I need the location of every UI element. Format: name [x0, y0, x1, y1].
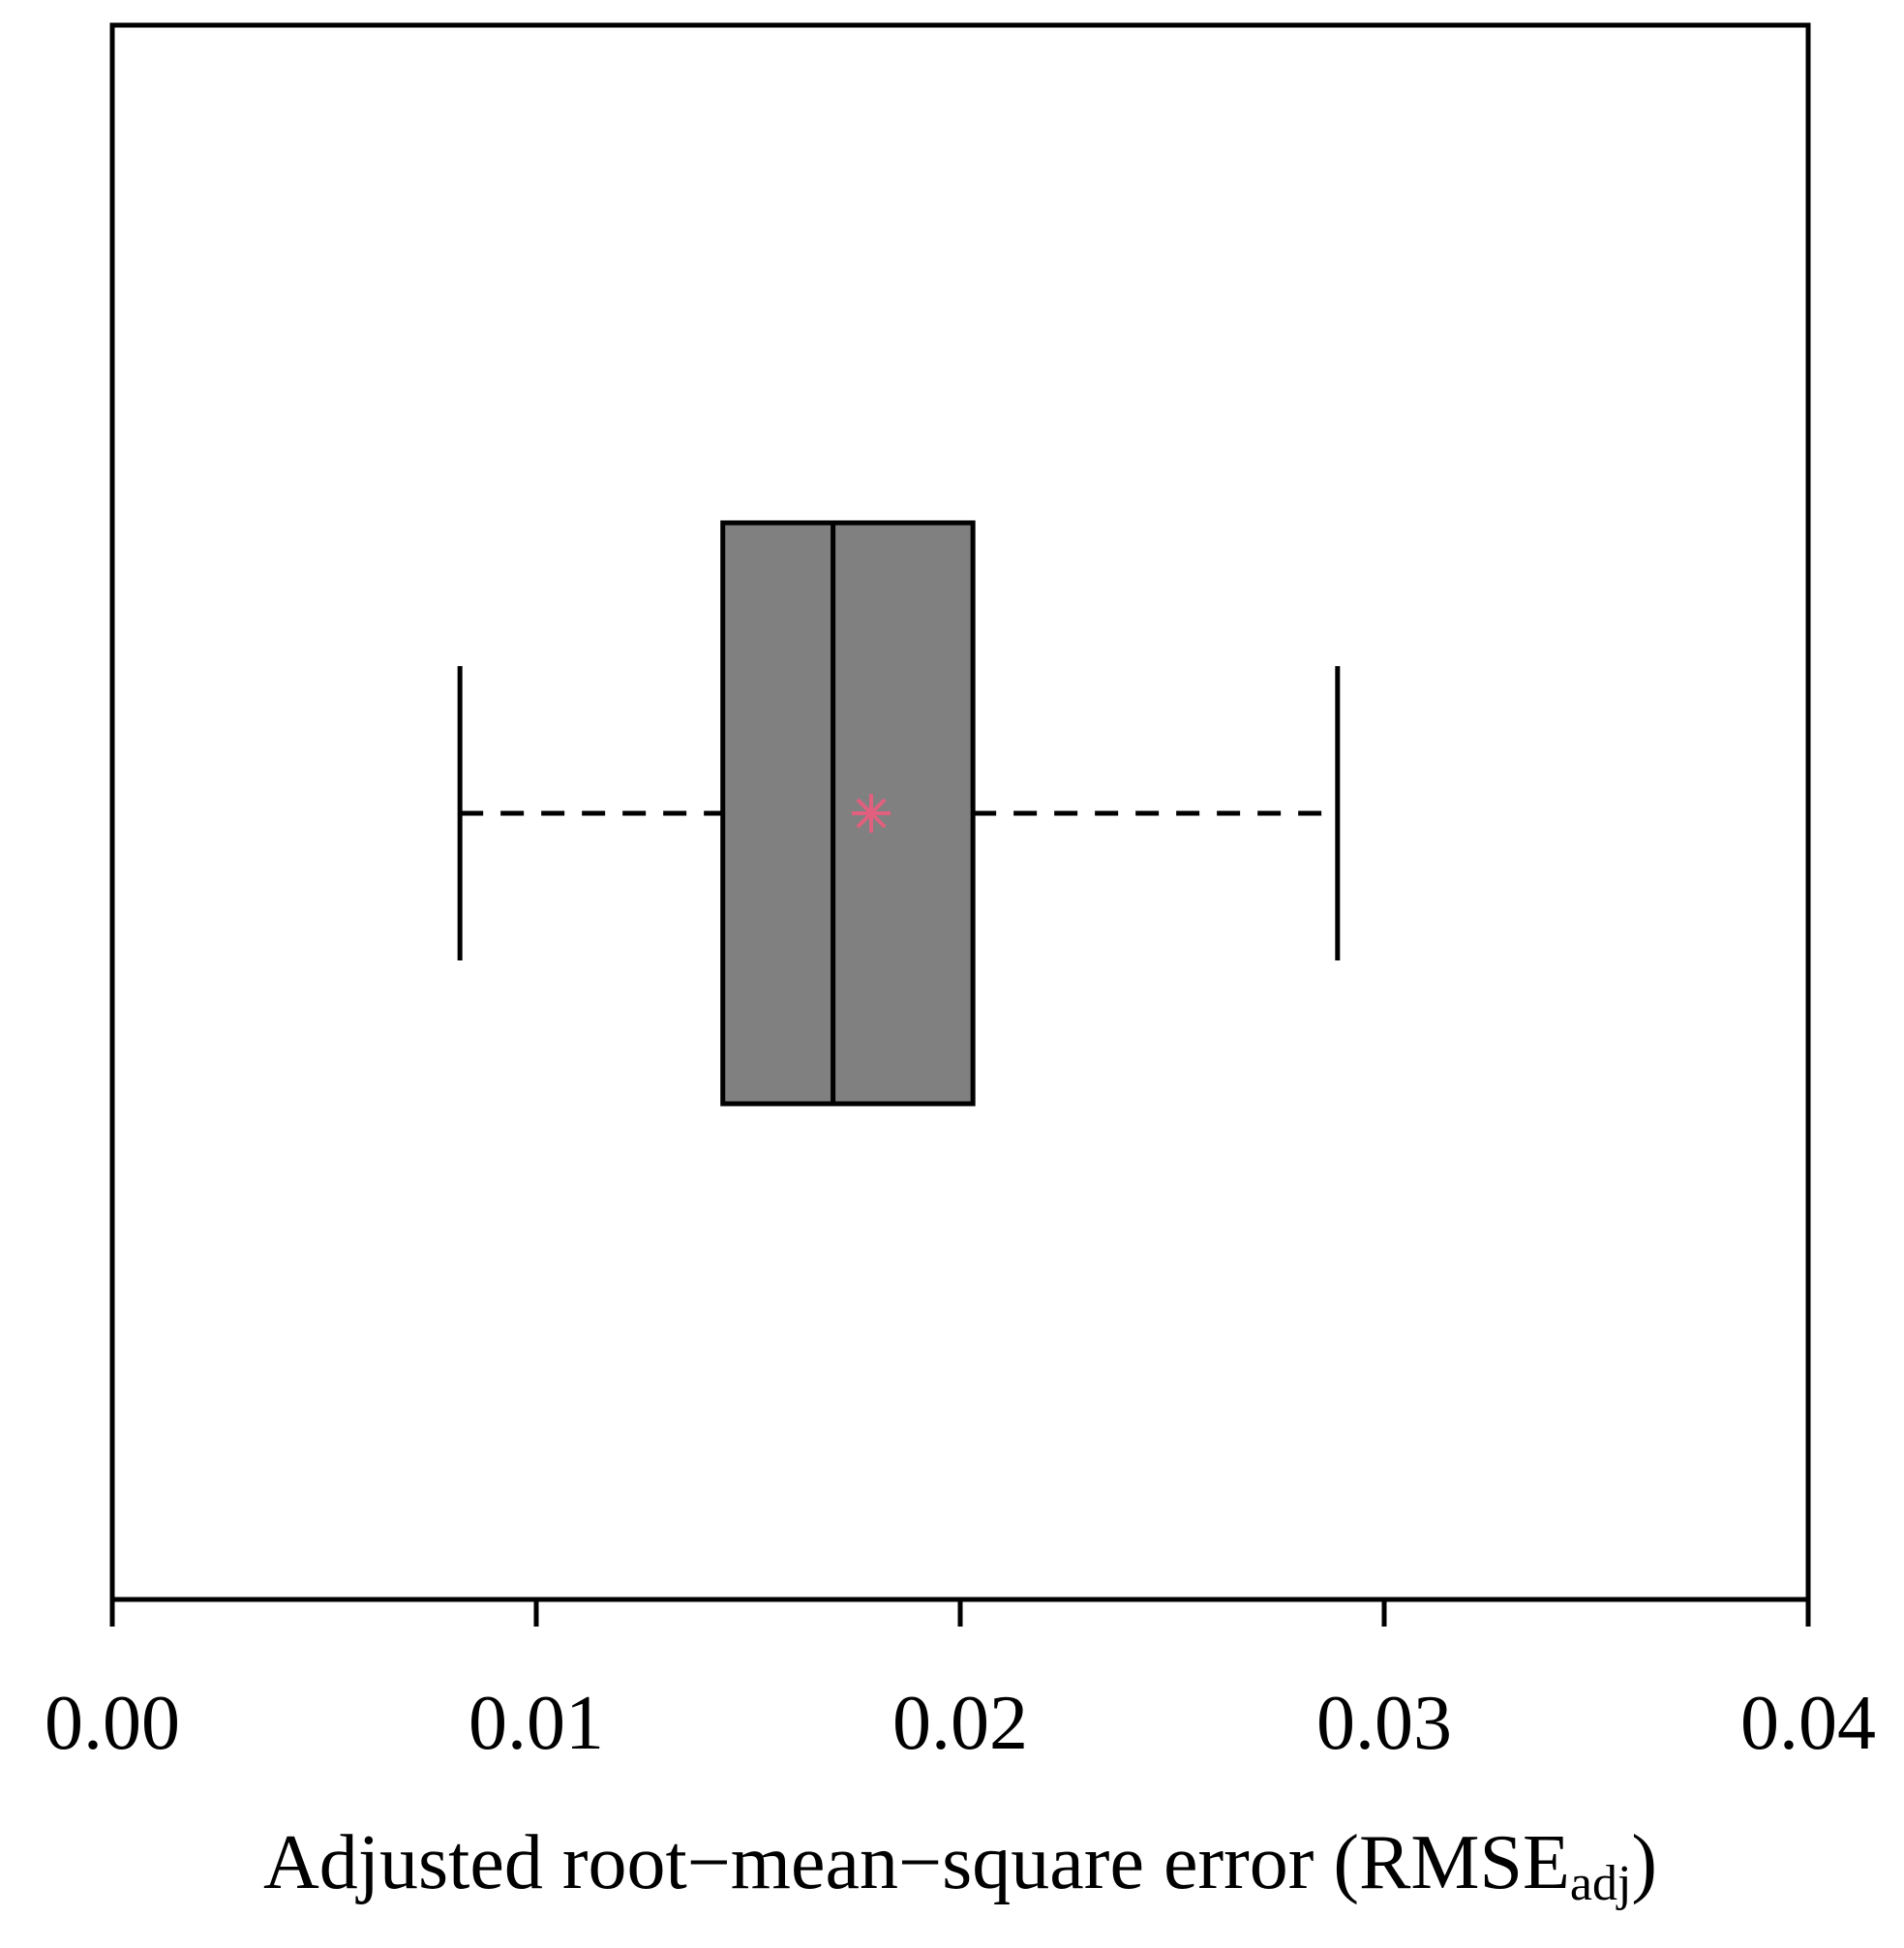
- x-axis-label: Adjusted root−mean−square error (RMSEadj…: [263, 1820, 1657, 1911]
- box: [720, 520, 976, 1107]
- x-tick-label: 0.01: [468, 1681, 604, 1766]
- x-axis-label-suffix: ): [1631, 1820, 1657, 1905]
- x-axis-label-subscript: adj: [1570, 1856, 1632, 1911]
- x-axis-label-text: Adjusted root−mean−square error (RMSE: [263, 1820, 1570, 1905]
- x-tick-label: 0.02: [892, 1681, 1028, 1766]
- x-tick-label: 0.04: [1740, 1681, 1876, 1766]
- x-tick-label: 0.03: [1316, 1681, 1452, 1766]
- mean-marker-stroke: [856, 798, 887, 829]
- mean-marker: [852, 794, 892, 833]
- x-tick-label: 0.00: [45, 1681, 180, 1766]
